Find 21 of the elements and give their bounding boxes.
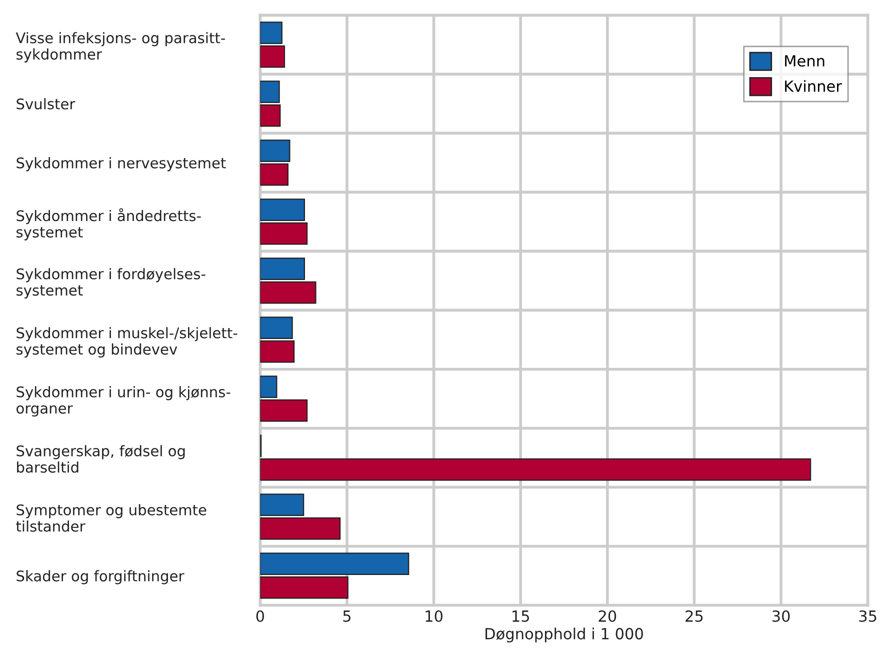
- x-axis-title: Døgnopphold i 1 000: [486, 628, 643, 642]
- y-tick-label: Sykdommer i muskel-/skjelett- systemet og bindevev: [16, 327, 238, 358]
- x-tick-label: 30: [772, 610, 790, 622]
- x-tick-label: 15: [512, 610, 529, 622]
- x-tick-label: 20: [598, 610, 616, 622]
- y-tick-label: Svulster: [16, 98, 76, 110]
- y-tick-label: Symptomer og ubestemte tilstander: [16, 504, 206, 532]
- x-tick-label: 0: [256, 610, 264, 622]
- y-tick-label: Sykdommer i urin- og kjønns- organer: [16, 386, 230, 417]
- x-tick-label: 10: [426, 610, 442, 622]
- y-tick-label: Svangerskap, fødsel og barseltid: [16, 445, 185, 473]
- y-tick-label: Sykdommer i fordøyelses- systemet: [16, 268, 206, 299]
- y-tick-label: Sykdommer i nervesystemet: [16, 157, 226, 172]
- x-tick-label: 5: [343, 610, 351, 622]
- legend-label: Kvinner: [785, 80, 842, 92]
- x-tick-label: 25: [686, 610, 703, 622]
- x-tick-label: 35: [859, 610, 876, 622]
- y-tick-label: Skader og forgiftninger: [16, 570, 184, 584]
- y-tick-label: Visse infeksjons- og parasitt- sykdommer: [16, 32, 225, 63]
- legend-label: Menn: [785, 55, 824, 67]
- y-tick-label: Sykdommer i åndedretts- systemet: [16, 208, 201, 240]
